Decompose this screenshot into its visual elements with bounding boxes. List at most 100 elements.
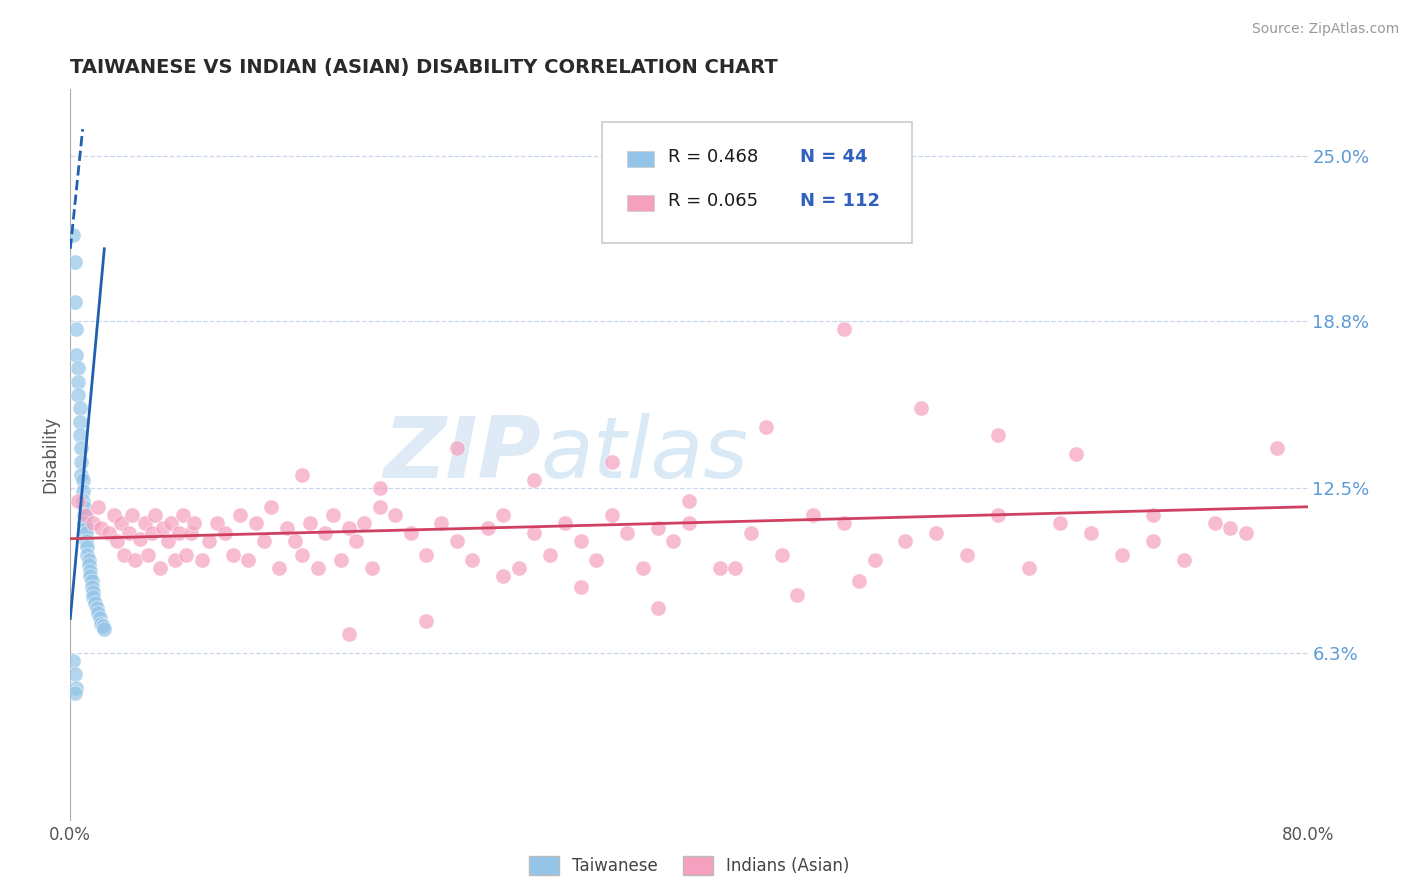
Point xyxy=(174,548,197,562)
Point xyxy=(276,521,298,535)
Point xyxy=(291,467,314,482)
Text: atlas: atlas xyxy=(540,413,748,497)
Point xyxy=(69,428,91,442)
Point xyxy=(585,553,607,567)
Point xyxy=(832,321,855,335)
Point xyxy=(80,580,103,594)
Point xyxy=(73,508,96,522)
Point xyxy=(160,516,183,530)
Point xyxy=(368,481,391,495)
Point xyxy=(98,526,121,541)
Point xyxy=(75,534,97,549)
Point xyxy=(709,561,731,575)
Point xyxy=(198,534,221,549)
Legend: Taiwanese, Indians (Asian): Taiwanese, Indians (Asian) xyxy=(522,849,856,882)
Point xyxy=(554,516,576,530)
Point xyxy=(337,521,360,535)
Point xyxy=(191,553,214,567)
Point xyxy=(149,561,172,575)
Point xyxy=(740,526,762,541)
Point xyxy=(956,548,979,562)
Point xyxy=(72,473,94,487)
Point xyxy=(724,561,747,575)
Point xyxy=(662,534,685,549)
Point xyxy=(600,508,623,522)
Point xyxy=(987,428,1010,442)
Point xyxy=(165,553,187,567)
Point xyxy=(65,321,87,335)
Point xyxy=(70,467,93,482)
Point xyxy=(430,516,453,530)
Point xyxy=(69,401,91,416)
Point xyxy=(76,548,98,562)
Point xyxy=(129,532,152,546)
Point xyxy=(678,516,700,530)
Point xyxy=(346,534,368,549)
Point xyxy=(77,553,100,567)
Point xyxy=(1204,516,1226,530)
Text: N = 44: N = 44 xyxy=(800,148,868,166)
Point xyxy=(616,526,638,541)
Point xyxy=(67,388,90,402)
Point xyxy=(93,622,115,636)
Point xyxy=(67,494,90,508)
Point xyxy=(90,521,112,535)
Point xyxy=(63,295,86,310)
Point xyxy=(65,348,87,362)
Point xyxy=(1018,561,1040,575)
Point xyxy=(492,508,515,522)
Point xyxy=(307,561,329,575)
Point xyxy=(461,553,484,567)
Point xyxy=(89,611,111,625)
Y-axis label: Disability: Disability xyxy=(41,417,59,493)
Point xyxy=(62,228,84,243)
Point xyxy=(538,548,561,562)
Point xyxy=(72,494,94,508)
Text: R = 0.468: R = 0.468 xyxy=(668,148,758,166)
Bar xyxy=(627,151,654,167)
Point xyxy=(222,548,245,562)
Point xyxy=(87,500,110,514)
Point xyxy=(73,516,96,530)
Point xyxy=(67,361,90,376)
Point xyxy=(145,508,167,522)
Point xyxy=(492,569,515,583)
Point xyxy=(72,483,94,498)
Point xyxy=(70,442,93,456)
Point xyxy=(75,508,97,522)
Point xyxy=(82,591,105,605)
Point xyxy=(1064,447,1087,461)
Point xyxy=(172,508,194,522)
Point xyxy=(214,526,236,541)
Point xyxy=(786,588,808,602)
Point xyxy=(384,508,406,522)
Point xyxy=(91,619,114,633)
Point xyxy=(86,600,108,615)
Point xyxy=(152,521,174,535)
Point xyxy=(284,534,307,549)
Point xyxy=(114,548,136,562)
Point xyxy=(75,526,97,541)
Point xyxy=(77,558,100,573)
Point xyxy=(80,574,103,589)
Point xyxy=(269,561,291,575)
Point xyxy=(925,526,948,541)
Point xyxy=(291,548,314,562)
Point xyxy=(63,255,86,269)
Point xyxy=(1173,553,1195,567)
Point xyxy=(770,548,793,562)
Point xyxy=(523,473,546,487)
Point xyxy=(1049,516,1071,530)
Text: Source: ZipAtlas.com: Source: ZipAtlas.com xyxy=(1251,22,1399,37)
Point xyxy=(1219,521,1241,535)
Text: R = 0.065: R = 0.065 xyxy=(668,192,758,211)
Point xyxy=(1265,442,1288,456)
Point xyxy=(167,526,190,541)
Point xyxy=(1111,548,1133,562)
Text: ZIP: ZIP xyxy=(382,413,540,497)
Point xyxy=(848,574,870,589)
Point xyxy=(110,516,132,530)
Point xyxy=(330,553,353,567)
Point xyxy=(69,415,91,429)
Point xyxy=(238,553,260,567)
